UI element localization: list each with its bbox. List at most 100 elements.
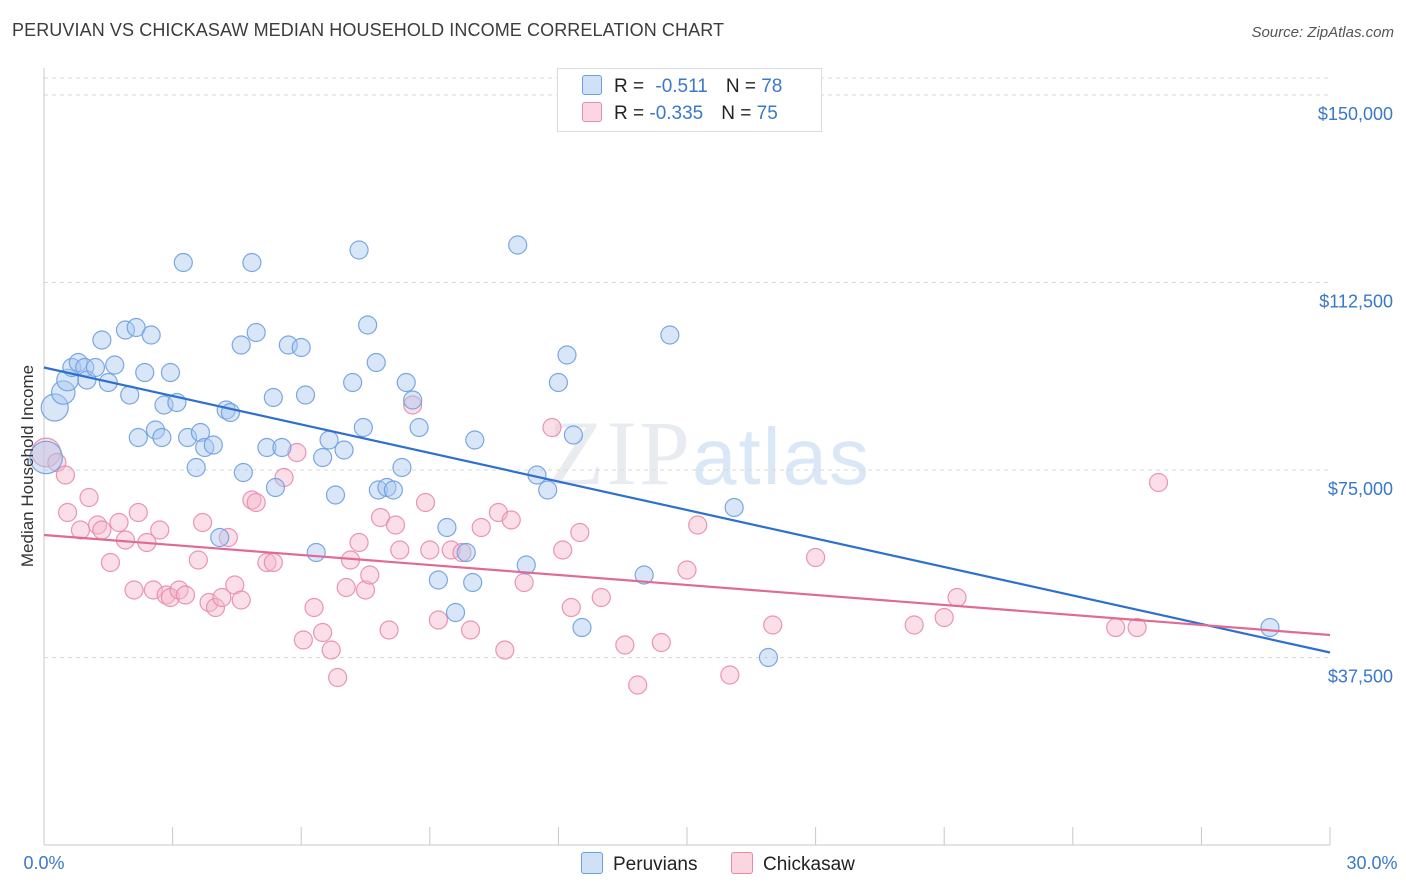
peruvian-point — [126, 317, 146, 338]
chickasaw-point — [150, 520, 170, 540]
peruvian-point — [186, 457, 206, 478]
y-tick-label: $150,000 — [1318, 104, 1393, 124]
chickasaw-point — [542, 417, 562, 438]
peruvian-point — [233, 462, 253, 483]
peruvian-point — [428, 570, 448, 590]
peruvian-point — [724, 497, 744, 518]
chickasaw-point — [124, 580, 144, 600]
chickasaw-point — [199, 592, 219, 613]
peruvian-point — [392, 457, 412, 478]
chickasaw-point — [79, 487, 99, 508]
peruvian-point — [135, 362, 155, 383]
chickasaw-point — [420, 540, 440, 560]
peruvian-point — [465, 430, 485, 450]
peruvian-point — [291, 337, 311, 358]
chickasaw-point — [328, 667, 348, 688]
peruvian-point — [50, 380, 76, 405]
peruvian-point — [92, 330, 112, 350]
peruvian-point — [210, 527, 230, 548]
peruvian-point — [563, 425, 584, 445]
chickasaw-point — [591, 587, 611, 608]
chickasaw-point — [385, 515, 406, 535]
peruvian-point — [463, 572, 483, 593]
chickasaw-point — [304, 597, 324, 618]
chart-title: PERUVIAN VS CHICKASAW MEDIAN HOUSEHOLD I… — [12, 20, 725, 40]
chickasaw-point — [688, 515, 708, 535]
legend-row-chickasaw: R = -0.335 N = 75 — [582, 102, 778, 128]
chickasaw-point — [109, 512, 129, 533]
legend-r-label: R = — [614, 103, 650, 124]
peruvian-point — [343, 372, 363, 393]
chickasaw-point — [570, 522, 590, 543]
peruvian-point — [220, 402, 241, 423]
peruvian-point — [272, 437, 292, 458]
peruvian-point — [313, 447, 333, 468]
peruvian-point — [660, 325, 680, 345]
chickasaw-point — [934, 607, 954, 628]
peruvian-point — [349, 240, 369, 260]
bottom-legend-label-chickasaw: Chickasaw — [763, 854, 855, 875]
peruvian-point — [257, 437, 277, 458]
chickasaw-point — [212, 587, 232, 608]
peruvian-point — [456, 542, 476, 563]
chickasaw-point — [360, 565, 380, 585]
peruvian-point — [85, 357, 106, 378]
peruvian-point — [231, 335, 251, 355]
bottom-legend-swatch-chickasaw — [731, 852, 753, 874]
peruvian-point — [353, 417, 373, 438]
chickasaw-point — [128, 502, 148, 523]
chickasaw-point — [257, 552, 277, 573]
chickasaw-point — [1106, 617, 1126, 638]
chickasaw-point — [403, 395, 423, 415]
chickasaw-point — [553, 540, 573, 560]
peruvian-point — [265, 477, 286, 498]
chickasaw-point — [293, 630, 313, 650]
peruvian-point — [758, 647, 779, 668]
legend-r-label: R = — [614, 76, 650, 97]
chickasaw-point — [370, 507, 391, 528]
legend-swatch-chickasaw — [582, 102, 602, 122]
chickasaw-point — [561, 597, 581, 618]
peruvian-point — [403, 390, 423, 410]
chickasaw-point — [55, 465, 76, 485]
chickasaw-point — [100, 552, 121, 573]
bottom-legend-chickasaw: Chickasaw — [731, 852, 855, 876]
chickasaw-point — [1148, 472, 1169, 493]
peruvian-point — [295, 385, 316, 405]
legend-r-value: -0.511 — [655, 76, 708, 97]
chickasaw-point — [628, 675, 648, 695]
peruvian-point — [383, 480, 403, 500]
chickasaw-point — [390, 540, 410, 560]
legend-n-value: 75 — [756, 103, 778, 124]
chickasaw-point — [495, 640, 515, 660]
chickasaw-point — [321, 640, 341, 660]
peruvian-point — [548, 372, 569, 393]
peruvian-point — [409, 417, 429, 438]
peruvian-point — [128, 427, 148, 448]
peruvian-point — [572, 617, 592, 638]
peruvian-point — [538, 480, 558, 500]
chickasaw-point — [415, 492, 436, 513]
peruvian-point — [557, 345, 577, 365]
peruvian-point — [160, 362, 181, 383]
watermark: ZIPatlas — [548, 400, 871, 506]
legend-row-peruvians: R = -0.511 N = 78 — [582, 75, 782, 101]
chickasaw-point — [188, 550, 208, 570]
peruvian-point — [1260, 617, 1280, 638]
chickasaw-point — [336, 577, 356, 598]
chickasaw-point — [31, 437, 62, 468]
peruvian-point — [40, 393, 69, 422]
chickasaw-point — [514, 572, 534, 593]
peruvian-point — [105, 355, 125, 375]
chickasaw-point — [175, 585, 196, 605]
y-tick-label: $37,500 — [1328, 667, 1393, 687]
chickasaw-point — [143, 580, 163, 600]
legend-n-label: N = — [721, 103, 757, 124]
legend-swatch-peruvians — [582, 75, 602, 95]
chickasaw-point — [231, 590, 251, 610]
peruvian-point — [366, 352, 386, 373]
bottom-legend-label-peruvians: Peruvians — [613, 854, 698, 875]
x-tick-label: 0.0% — [23, 853, 64, 873]
peruvian-point — [396, 372, 416, 393]
peruvian-point — [508, 235, 528, 255]
